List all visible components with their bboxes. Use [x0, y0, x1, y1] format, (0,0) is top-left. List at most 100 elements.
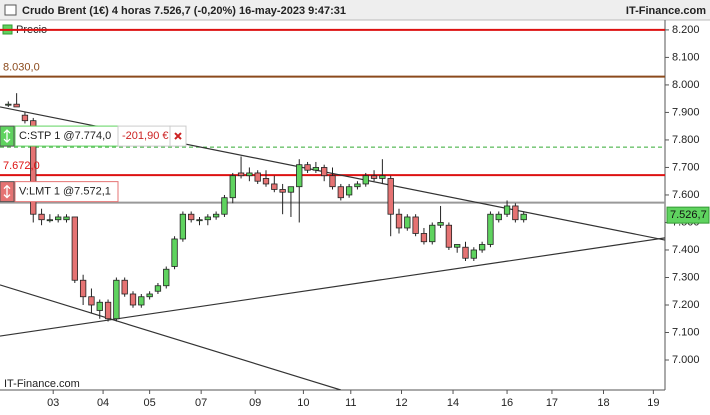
candle-body	[329, 175, 336, 188]
order-label: C:STP 1 @7.774,0	[19, 130, 111, 142]
candle-body	[379, 175, 386, 179]
candle-body	[121, 279, 128, 295]
order-pnl: -201,90 €	[122, 130, 168, 142]
candle-body	[204, 216, 211, 221]
level-label: 7.672,0	[3, 160, 40, 172]
y-tick-label: 8.000	[672, 79, 700, 91]
candle-body	[212, 213, 220, 218]
x-tick-label: 04	[97, 397, 109, 409]
y-tick-label: 8.100	[672, 51, 700, 63]
candle-body	[262, 178, 270, 185]
y-tick-label: 7.800	[672, 134, 700, 146]
level-label: 8.030,0	[3, 62, 40, 74]
candle-body	[63, 216, 70, 221]
candle-body	[445, 224, 453, 248]
candle-body	[437, 222, 444, 226]
candle-body	[179, 213, 187, 240]
footer-brand: IT-Finance.com	[4, 378, 80, 390]
x-tick-label: 17	[546, 397, 558, 409]
candle-body	[287, 186, 295, 193]
candle-body	[395, 213, 403, 229]
y-tick-label: 7.900	[672, 106, 700, 118]
candle-body	[146, 293, 153, 298]
candle-body	[138, 296, 145, 306]
candle-body	[154, 285, 162, 292]
header-bar	[0, 0, 710, 20]
x-tick-label: 16	[501, 397, 513, 409]
candle-body	[478, 244, 486, 251]
plot-area	[0, 28, 665, 390]
x-tick-label: 11	[345, 397, 356, 409]
candle-body	[520, 213, 527, 221]
candle-body	[71, 216, 78, 281]
candle-body	[420, 233, 428, 243]
y-tick-label: 8.200	[672, 24, 700, 36]
candle-body	[512, 205, 519, 221]
candle-body	[321, 167, 328, 177]
x-tick-label: 09	[249, 397, 261, 409]
candle-body	[79, 279, 87, 298]
candle-body	[404, 216, 411, 229]
candle-body	[55, 216, 62, 221]
candle-body	[88, 296, 95, 306]
order-close-icon	[174, 132, 182, 140]
candle-body	[495, 213, 502, 221]
candle-body	[271, 183, 278, 190]
candle-body	[454, 244, 461, 248]
candle-body	[21, 114, 29, 122]
candle-body	[221, 197, 228, 215]
candle-body	[104, 301, 112, 320]
x-tick-label: 18	[597, 397, 609, 409]
x-tick-label: 14	[447, 397, 459, 409]
last-price-label: 7.526,7	[670, 209, 707, 221]
candle-body	[96, 301, 103, 311]
x-tick-label: 10	[297, 397, 309, 409]
candle-body	[370, 175, 378, 179]
x-tick-label: 07	[195, 397, 207, 409]
candle-body	[462, 246, 469, 259]
candle-body	[129, 293, 137, 306]
candle-body	[237, 172, 245, 177]
y-tick-label: 7.200	[672, 299, 700, 311]
candle-body	[254, 172, 261, 182]
candle-body	[362, 175, 369, 185]
candle-body	[246, 172, 253, 177]
last-price-box	[666, 206, 710, 224]
candle-body	[113, 279, 120, 320]
x-tick-label: 19	[647, 397, 659, 409]
y-tick-label: 7.700	[672, 161, 700, 173]
candle-body	[38, 213, 45, 221]
x-tick-label: 12	[395, 397, 407, 409]
candle-body	[312, 167, 320, 171]
trendline	[0, 284, 341, 390]
y-tick-label: 7.000	[672, 354, 700, 366]
x-tick-label: 03	[47, 397, 59, 409]
y-tick-label: 7.100	[672, 326, 700, 338]
candle-body	[487, 213, 494, 245]
candle-body	[171, 238, 178, 267]
candle-body	[470, 249, 477, 259]
order-handle-icon	[3, 184, 11, 199]
candle-body	[163, 268, 170, 287]
order-handle-icon	[3, 129, 11, 144]
candle-body	[345, 186, 353, 196]
candle-body	[279, 189, 286, 193]
candle-body	[5, 103, 12, 106]
trendline	[0, 237, 665, 337]
candle-body	[196, 219, 203, 222]
candle-body	[429, 224, 436, 243]
candle-body	[229, 175, 236, 199]
candle-body	[296, 164, 303, 188]
order-label: V:LMT 1 @7.572,1	[19, 186, 111, 198]
candle-body	[188, 213, 195, 221]
order-box	[14, 181, 119, 203]
candle-body	[337, 186, 344, 199]
candle-body	[387, 178, 394, 215]
header-title: Crudo Brent (1€) 4 horas 7.526,7 (-0,20%…	[22, 5, 346, 17]
candle-body	[46, 219, 54, 222]
candle-body	[354, 183, 361, 188]
header-icon[interactable]	[4, 4, 17, 16]
x-tick-label: 05	[144, 397, 156, 409]
candle-body	[304, 164, 311, 171]
